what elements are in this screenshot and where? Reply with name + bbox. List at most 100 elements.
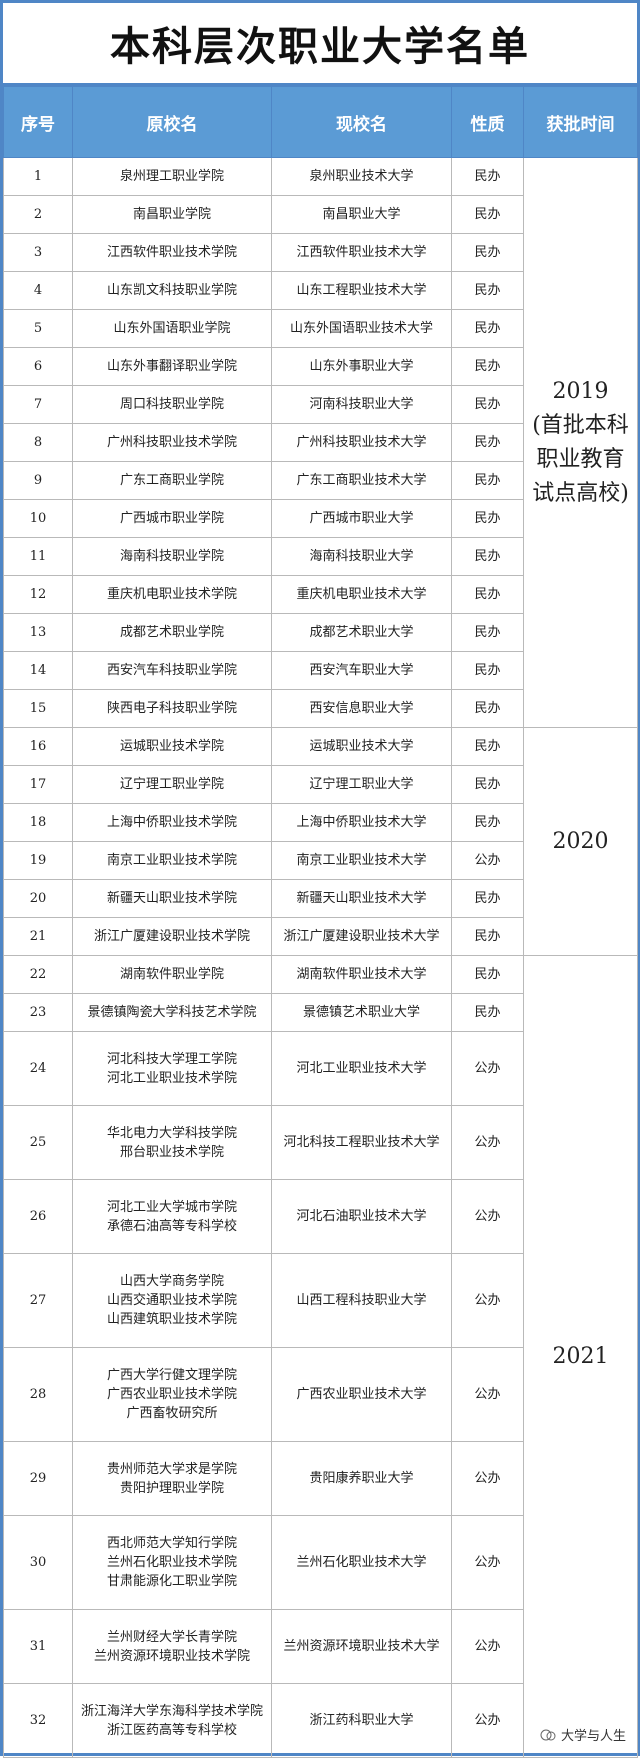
number-cell: 18 [3, 803, 73, 842]
original-name: 山东凯文科技职业学院 [106, 283, 237, 298]
nature-cell: 民办 [451, 309, 524, 348]
original-name: 南京工业职业技术学院 [106, 853, 237, 868]
nature-cell: 民办 [451, 423, 524, 462]
original-name-cell: 浙江海洋大学东海科学技术学院 浙江医药高等专科学校 [72, 1683, 272, 1758]
nature-cell: 民办 [451, 689, 524, 728]
current-name-cell: 广州科技职业技术大学 [271, 423, 452, 462]
nature-cell: 民办 [451, 803, 524, 842]
current-name-cell: 河北科技工程职业技术大学 [271, 1105, 452, 1180]
original-name: 兰州资源环境职业技术学院 [93, 1648, 250, 1664]
nature-cell: 民办 [451, 727, 524, 766]
original-name: 广西大学行健文理学院 [106, 1368, 237, 1383]
current-name-cell: 河北工业职业技术大学 [271, 1031, 452, 1106]
nature-cell: 民办 [451, 537, 524, 576]
table-row: 16 运城职业技术学院 运城职业技术大学 民办 2020 [3, 727, 638, 956]
number-cell: 13 [3, 613, 73, 652]
nature-cell: 民办 [451, 955, 524, 994]
title: 本科层次职业大学名单 [3, 3, 637, 86]
original-name: 兰州财经大学长青学院 [106, 1629, 237, 1645]
original-name-cell: 华北电力大学科技学院 邢台职业技术学院 [72, 1105, 272, 1180]
original-name-cell: 河北科技大学理工学院 河北工业职业技术学院 [72, 1031, 272, 1106]
original-name-cell: 山东外国语职业学院 [72, 309, 272, 348]
original-name: 广西农业职业技术学院 [106, 1387, 237, 1402]
table-row: 10 广西城市职业学院 广西城市职业大学 民办 [3, 499, 638, 538]
current-name-cell: 兰州资源环境职业技术大学 [271, 1609, 452, 1684]
current-name-cell: 运城职业技术大学 [271, 727, 452, 766]
original-name: 西安汽车科技职业学院 [106, 663, 237, 678]
number-cell: 15 [3, 689, 73, 728]
original-name: 成都艺术职业学院 [119, 625, 224, 640]
original-name: 广西畜牧研究所 [126, 1406, 218, 1421]
original-name-cell: 辽宁理工职业学院 [72, 765, 272, 804]
original-name-cell: 景德镇陶瓷大学科技艺术学院 [72, 993, 272, 1032]
number-cell: 24 [3, 1031, 73, 1106]
original-name: 浙江海洋大学东海科学技术学院 [80, 1703, 263, 1719]
number-cell: 7 [3, 385, 73, 424]
number-cell: 30 [3, 1515, 73, 1610]
brand-icon [540, 1729, 556, 1740]
table-row: 27 山西大学商务学院 山西交通职业技术学院 山西建筑职业技术学院 山西工程科技职业大学… [3, 1253, 638, 1348]
table-row: 32 浙江海洋大学东海科学技术学院 浙江医药高等专科学校 浙江药科职业大学 公办 [3, 1683, 638, 1758]
brand-text: 大学与人生 [560, 1729, 626, 1744]
number-cell: 9 [3, 461, 73, 500]
table-row: 22 湖南软件职业学院 湖南软件职业技术大学 民办 2021 [3, 955, 638, 1758]
original-name-cell: 山西大学商务学院 山西交通职业技术学院 山西建筑职业技术学院 [72, 1253, 272, 1348]
table-row: 9 广东工商职业学院 广东工商职业技术大学 民办 [3, 461, 638, 500]
table-row: 3 江西软件职业技术学院 江西软件职业技术大学 民办 [3, 233, 638, 272]
number-cell: 3 [3, 233, 73, 272]
number-cell: 6 [3, 347, 73, 386]
original-name-cell: 广西城市职业学院 [72, 499, 272, 538]
original-name-cell: 运城职业技术学院 [72, 727, 272, 766]
nature-cell: 公办 [451, 1683, 524, 1758]
number-cell: 2 [3, 195, 73, 234]
current-name-cell: 景德镇艺术职业大学 [271, 993, 452, 1032]
table-row: 5 山东外国语职业学院 山东外国语职业技术大学 民办 [3, 309, 638, 348]
table-row: 30 西北师范大学知行学院 兰州石化职业技术学院 甘肃能源化工职业学院 兰州石化职业技术… [3, 1515, 638, 1610]
number-cell: 28 [3, 1347, 73, 1442]
original-name-cell: 浙江广厦建设职业技术学院 [72, 917, 272, 956]
header-row: 序号 原校名 现校名 性质 获批时间 [3, 86, 638, 158]
nature-cell: 民办 [451, 993, 524, 1032]
original-name-cell: 山东外事翻译职业学院 [72, 347, 272, 386]
nature-cell: 公办 [451, 1253, 524, 1348]
column-header: 性质 [451, 86, 524, 158]
number-cell: 10 [3, 499, 73, 538]
nature-cell: 公办 [451, 1031, 524, 1106]
table-row: 19 南京工业职业技术学院 南京工业职业技术大学 公办 [3, 841, 638, 880]
original-name-cell: 西北师范大学知行学院 兰州石化职业技术学院 甘肃能源化工职业学院 [72, 1515, 272, 1610]
number-cell: 29 [3, 1441, 73, 1516]
table-row: 13 成都艺术职业学院 成都艺术职业大学 民办 [3, 613, 638, 652]
original-name-cell: 广东工商职业学院 [72, 461, 272, 500]
current-name-cell: 湖南软件职业技术大学 [271, 955, 452, 994]
original-name: 河北工业职业技术学院 [106, 1070, 237, 1086]
approval-cell: 2021 [523, 955, 638, 1758]
original-name: 西北师范大学知行学院 [106, 1536, 237, 1551]
nature-cell: 民办 [451, 461, 524, 500]
current-name-cell: 上海中侨职业技术大学 [271, 803, 452, 842]
original-name: 山东外国语职业学院 [113, 321, 231, 336]
current-name-cell: 浙江药科职业大学 [271, 1683, 452, 1758]
number-cell: 19 [3, 841, 73, 880]
nature-cell: 公办 [451, 1515, 524, 1610]
number-cell: 20 [3, 879, 73, 918]
table-row: 4 山东凯文科技职业学院 山东工程职业技术大学 民办 [3, 271, 638, 310]
approval-note: (首批本科职业教育试点高校) [532, 412, 629, 506]
original-name-cell: 广西大学行健文理学院 广西农业职业技术学院 广西畜牧研究所 [72, 1347, 272, 1442]
column-header: 获批时间 [523, 86, 638, 158]
approval-year: 2021 [552, 1343, 609, 1369]
number-cell: 5 [3, 309, 73, 348]
number-cell: 23 [3, 993, 73, 1032]
column-header: 原校名 [72, 86, 272, 158]
nature-cell: 公办 [451, 1609, 524, 1684]
current-name-cell: 南昌职业大学 [271, 195, 452, 234]
original-name-cell: 兰州财经大学长青学院 兰州资源环境职业技术学院 [72, 1609, 272, 1684]
original-name: 广西城市职业学院 [119, 511, 224, 526]
table-row: 2 南昌职业学院 南昌职业大学 民办 [3, 195, 638, 234]
table-row: 24 河北科技大学理工学院 河北工业职业技术学院 河北工业职业技术大学 公办 [3, 1031, 638, 1106]
number-cell: 8 [3, 423, 73, 462]
original-name: 贵州师范大学求是学院 [106, 1461, 237, 1477]
current-name-cell: 河南科技职业大学 [271, 385, 452, 424]
table-row: 1 泉州理工职业学院 泉州职业技术大学 民办 2019 (首批本科职业教育试点高校) [3, 157, 638, 728]
current-name-cell: 南京工业职业技术大学 [271, 841, 452, 880]
number-cell: 26 [3, 1179, 73, 1254]
